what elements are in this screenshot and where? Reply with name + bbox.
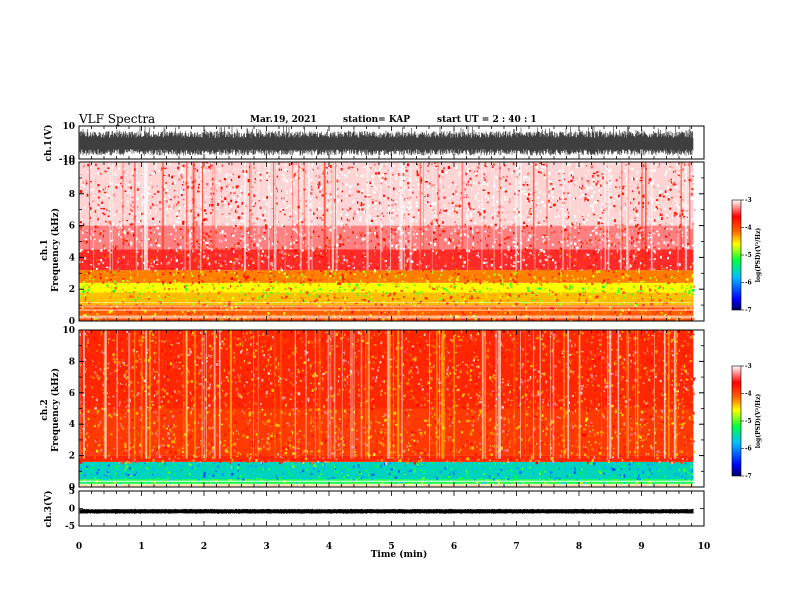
ch2-spectrogram-panel: 0 2 4 6 8 10	[62, 326, 705, 493]
colorbar-tick-label: -5	[745, 418, 752, 425]
ch3-waveform-ylabel: ch.3(V)	[43, 491, 54, 528]
ch2-ytick-label: 10	[62, 326, 75, 336]
colorbar-tick-label: -3	[745, 197, 752, 204]
time-tick-label: 2	[201, 542, 207, 552]
ch1-band-7	[79, 162, 696, 229]
ch3-waveform-ytick-label: 5	[69, 487, 75, 497]
colorbar-tick-label: -5	[745, 252, 752, 259]
time-tick-label: 8	[576, 542, 582, 552]
ch2-ytick-label: 8	[69, 357, 75, 367]
ch2-band-2	[79, 461, 694, 482]
colorbar-tick-label: -7	[745, 307, 752, 314]
ch1-spectrogram-panel: 0 2 4 6 8 10	[62, 158, 705, 327]
time-tick-label: 0	[76, 542, 82, 552]
ch3-waveform-ytick-label: 0	[69, 505, 75, 515]
ch1-band-4	[79, 270, 694, 286]
ch1-band-3	[79, 282, 695, 296]
ch2-band-3	[79, 455, 694, 465]
time-tick-label: 3	[263, 542, 269, 552]
ch2-ytick-label: 0	[69, 483, 75, 493]
time-tick-label: 4	[326, 542, 332, 552]
ch1-ytick-label: 8	[69, 190, 75, 200]
ch2-ytick-label: 4	[69, 420, 75, 430]
station-label: station= KAP	[343, 115, 410, 125]
colorbar-tick-label: -4	[745, 225, 752, 232]
ch1-waveform-ytick-label: -10	[59, 155, 75, 165]
ch1-ytick-label: 6	[69, 222, 75, 232]
ch1-waveform-yticks: 10-10	[59, 122, 75, 165]
colorbar-tick-label: -6	[745, 280, 752, 287]
ch1-band-5	[79, 249, 695, 273]
time-tick-label: 7	[513, 542, 519, 552]
start-time-label: start UT = 2 : 40 : 1	[437, 115, 537, 125]
ch1-waveform-ytick-label: 10	[62, 122, 75, 132]
ch2-colorbar: -3 -4 -5 -6 -7 log(PSD)(V²/Hz)	[731, 363, 762, 480]
colorbar-tick-label: -4	[745, 391, 752, 398]
ch1-spectrogram-ylabel: ch.1 Frequency (kHz)	[40, 208, 61, 292]
ch1-ytick-label: 4	[69, 253, 75, 263]
ch1-ytick-label: 0	[69, 317, 75, 327]
ch1-band-1	[79, 305, 694, 321]
colorbar-gradient	[731, 199, 742, 311]
ch2-spectrogram-ylabel: ch.2 Frequency (kHz)	[40, 368, 61, 452]
ch1-waveform-trace	[79, 126, 694, 156]
time-tick-label: 6	[451, 542, 457, 552]
ch2-band-5	[79, 330, 696, 411]
ch2-ytick-label: 2	[69, 452, 75, 462]
time-tick-label: 1	[138, 542, 144, 552]
ch1-ytick-label: 2	[69, 285, 75, 295]
colorbar-tick-label: -6	[745, 446, 752, 453]
ch1-colorbar: -3 -4 -5 -6 -7 log(PSD)(V²/Hz)	[731, 197, 762, 314]
ch1-band-6	[79, 225, 695, 253]
ch2-ytick-label: 6	[69, 389, 75, 399]
time-axis: 0 1 2 3 4 5 6 7 8 9 10	[76, 542, 710, 552]
ch3-waveform-frame	[78, 490, 705, 527]
figure-title: VLF Spectra	[78, 112, 155, 126]
ch3-waveform-ytick-label: -5	[65, 522, 75, 532]
ch1-waveform-frame	[78, 125, 705, 160]
ch3-waveform-panel: 5 0 -5	[65, 487, 705, 532]
ch1-ytick-label: 10	[62, 158, 75, 168]
ch2-streaks	[79, 330, 694, 487]
ch1-waveform-ylabel: ch.1(V)	[43, 125, 54, 162]
ch1-spectrogram-frame	[78, 161, 705, 322]
colorbar-label: log(PSD)(V²/Hz)	[755, 228, 762, 283]
ch2-band-4	[79, 408, 696, 459]
panel-xticks	[78, 491, 705, 526]
ch3-waveform-trace	[79, 508, 694, 514]
time-tick-label: 9	[638, 542, 644, 552]
ch1-yticks: 0 2 4 6 8 10	[62, 158, 704, 327]
ch1-band-2	[79, 292, 695, 308]
ch2-spectrogram-frame	[78, 329, 705, 488]
ch1-streaks	[79, 162, 694, 319]
colorbar-tick-label: -7	[745, 473, 752, 480]
time-axis-label: Time (min)	[371, 549, 428, 560]
date-label: Mar.19, 2021	[250, 115, 317, 125]
colorbar-label: log(PSD)(V²/Hz)	[755, 394, 762, 449]
time-tick-label: 5	[388, 542, 394, 552]
time-tick-label: 10	[698, 542, 711, 552]
colorbar-tick-label: -3	[745, 363, 752, 370]
colorbar-gradient	[731, 365, 742, 477]
